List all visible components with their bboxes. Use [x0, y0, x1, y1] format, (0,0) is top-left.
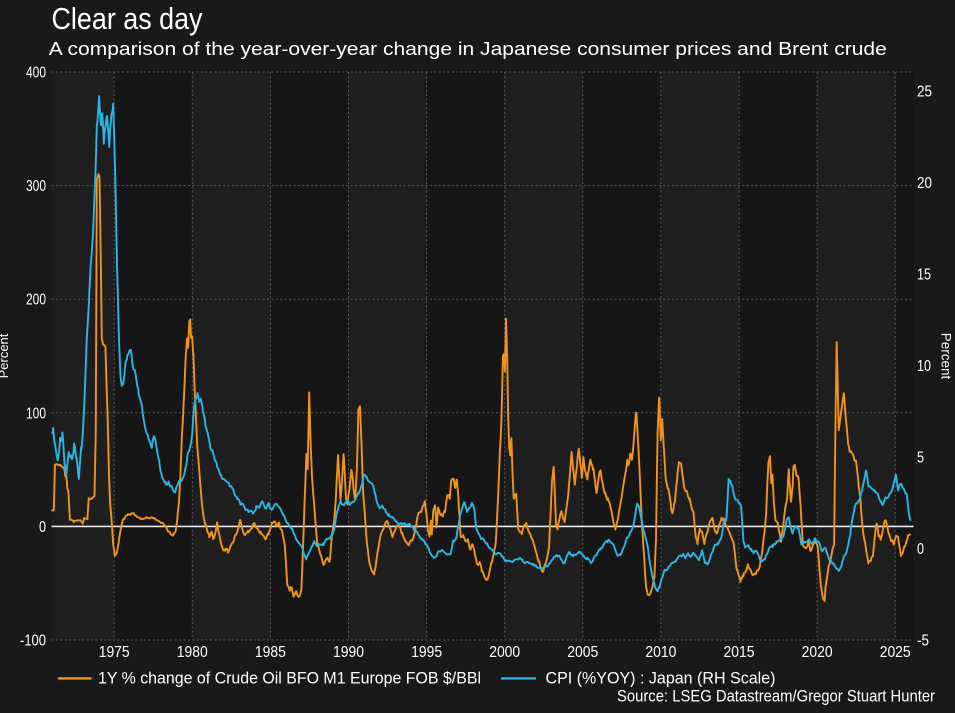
svg-text:2020: 2020 — [802, 644, 833, 661]
svg-text:1Y % change of Crude Oil BFO M: 1Y % change of Crude Oil BFO M1 Europe F… — [98, 669, 481, 688]
svg-text:A comparison of the year-over-: A comparison of the year-over-year chang… — [49, 39, 887, 59]
svg-text:300: 300 — [26, 178, 46, 195]
svg-text:2015: 2015 — [724, 644, 755, 661]
svg-text:5: 5 — [917, 450, 924, 467]
svg-text:CPI (%YOY) : Japan (RH Scale): CPI (%YOY) : Japan (RH Scale) — [546, 669, 776, 688]
svg-text:Source: LSEG Datastream/Gregor: Source: LSEG Datastream/Gregor Stuart Hu… — [617, 687, 935, 706]
svg-text:-100: -100 — [20, 633, 46, 650]
svg-text:20: 20 — [917, 175, 932, 192]
svg-text:15: 15 — [917, 267, 931, 284]
svg-text:1985: 1985 — [255, 644, 286, 661]
svg-text:100: 100 — [26, 405, 46, 422]
svg-text:400: 400 — [26, 65, 46, 82]
svg-text:25: 25 — [917, 84, 932, 101]
svg-text:Percent: Percent — [0, 333, 11, 378]
svg-text:2010: 2010 — [645, 644, 676, 661]
svg-text:Clear as day: Clear as day — [52, 1, 203, 36]
svg-text:0: 0 — [917, 541, 924, 558]
svg-text:1975: 1975 — [99, 644, 130, 661]
svg-text:0: 0 — [39, 519, 46, 536]
svg-text:10: 10 — [917, 358, 931, 375]
svg-text:1980: 1980 — [177, 644, 208, 661]
svg-text:2025: 2025 — [880, 644, 911, 661]
svg-text:Percent: Percent — [939, 333, 954, 380]
svg-text:2005: 2005 — [567, 644, 598, 661]
svg-text:1990: 1990 — [333, 644, 364, 661]
svg-text:200: 200 — [26, 292, 46, 309]
svg-text:2000: 2000 — [489, 644, 520, 661]
svg-text:-5: -5 — [917, 633, 929, 650]
svg-text:1995: 1995 — [411, 644, 442, 661]
